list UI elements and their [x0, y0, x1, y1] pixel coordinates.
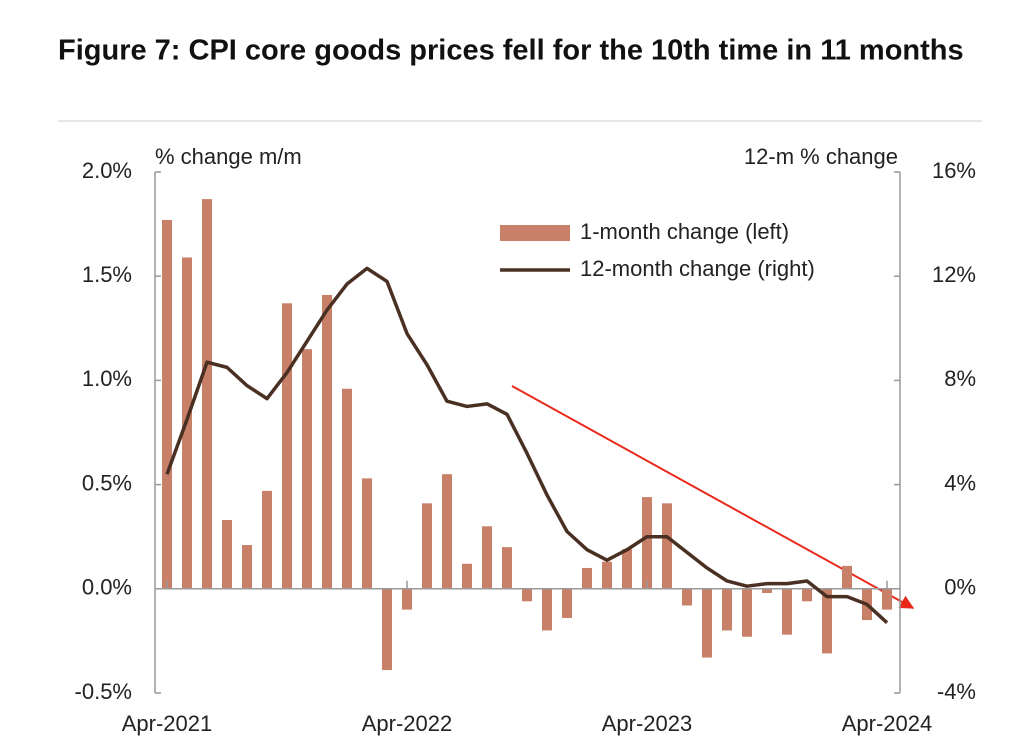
y2-tick-label: -4%: [937, 679, 976, 704]
bar: [842, 565, 852, 589]
bar: [222, 520, 232, 589]
y2-axis-title: 12-m % change: [744, 144, 898, 169]
bar: [682, 588, 692, 606]
bar: [762, 588, 772, 593]
legend-swatch: [500, 225, 570, 241]
y2-tick-label: 0%: [944, 575, 976, 600]
x-tick-label: Apr-2021: [122, 711, 213, 736]
y-tick-label: 0.5%: [82, 470, 132, 495]
bar: [882, 588, 892, 610]
trend-arrow: [511, 385, 915, 609]
chart-title: Figure 7: CPI core goods prices fell for…: [58, 35, 964, 67]
legend-label: 12-month change (right): [580, 256, 815, 281]
bar: [262, 490, 272, 589]
bar: [602, 561, 612, 589]
bar: [162, 219, 172, 589]
bar: [562, 588, 572, 618]
bar: [202, 199, 212, 589]
x-tick-label: Apr-2023: [602, 711, 693, 736]
y2-tick-label: 8%: [944, 366, 976, 391]
bar: [342, 388, 352, 589]
legend-label: 1-month change (left): [580, 219, 789, 244]
bar: [442, 474, 452, 589]
bar: [282, 303, 292, 589]
bar: [242, 545, 252, 589]
bar: [622, 549, 632, 589]
y2-tick-label: 12%: [932, 262, 976, 287]
y2-tick-label: 4%: [944, 470, 976, 495]
y-tick-label: 1.0%: [82, 366, 132, 391]
bar: [662, 503, 672, 589]
bar: [522, 588, 532, 602]
bar: [422, 503, 432, 589]
x-tick-label: Apr-2022: [362, 711, 453, 736]
y-tick-label: 0.0%: [82, 575, 132, 600]
y-tick-label: 1.5%: [82, 262, 132, 287]
bar: [462, 563, 472, 589]
x-tick-label: Apr-2024: [842, 711, 933, 736]
bar: [502, 547, 512, 589]
bar: [782, 588, 792, 635]
bar: [702, 588, 712, 658]
bar: [542, 588, 552, 631]
y-axis-title: % change m/m: [155, 144, 302, 169]
line: [165, 266, 889, 624]
bar: [742, 588, 752, 637]
y2-tick-label: 16%: [932, 158, 976, 183]
bar: [642, 497, 652, 589]
y-tick-label: 2.0%: [82, 158, 132, 183]
bar: [382, 588, 392, 671]
bar: [402, 588, 412, 610]
bar: [822, 588, 832, 654]
bar: [802, 588, 812, 602]
bar: [302, 349, 312, 589]
bar: [482, 526, 492, 589]
y-tick-label: -0.5%: [75, 679, 132, 704]
bar: [582, 567, 592, 589]
bar: [322, 294, 332, 589]
bar: [722, 588, 732, 631]
bar: [362, 478, 372, 589]
